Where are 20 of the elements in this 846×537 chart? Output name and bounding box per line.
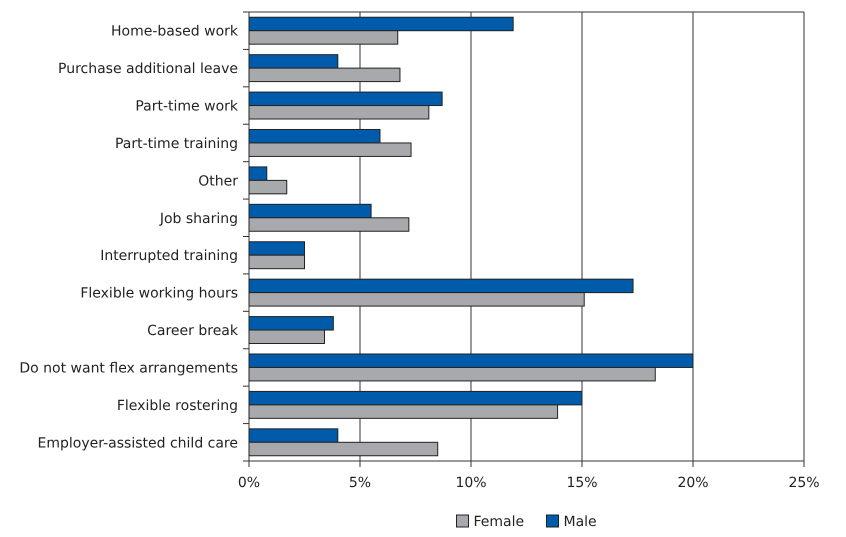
y-tick-label: Do not want flex arrangements (19, 360, 238, 376)
x-tick-label: 5% (348, 475, 372, 491)
legend-label: Female (474, 514, 524, 530)
x-tick-label: 10% (455, 475, 487, 491)
y-tick-label: Home-based work (111, 24, 239, 40)
x-tick-label: 15% (566, 475, 598, 491)
x-tick-label: 20% (677, 475, 709, 491)
legend-label: Male (564, 514, 597, 530)
y-tick-label: Employer-assisted child care (38, 435, 238, 452)
x-tick-label: 25% (788, 475, 820, 491)
y-tick-label: Other (198, 173, 238, 190)
y-tick-label: Career break (147, 323, 239, 340)
y-tick-label: Part-time work (135, 98, 239, 115)
y-tick-label: Part-time training (114, 136, 238, 152)
y-tick-label: Purchase additional leave (58, 61, 238, 78)
y-tick-label: Flexible working hours (80, 286, 238, 302)
y-tick-label: Flexible rostering (116, 398, 238, 414)
y-tick-label: Job sharing (158, 210, 238, 227)
y-tick-label: Interrupted training (100, 248, 238, 264)
x-tick-label: 0% (238, 475, 260, 491)
